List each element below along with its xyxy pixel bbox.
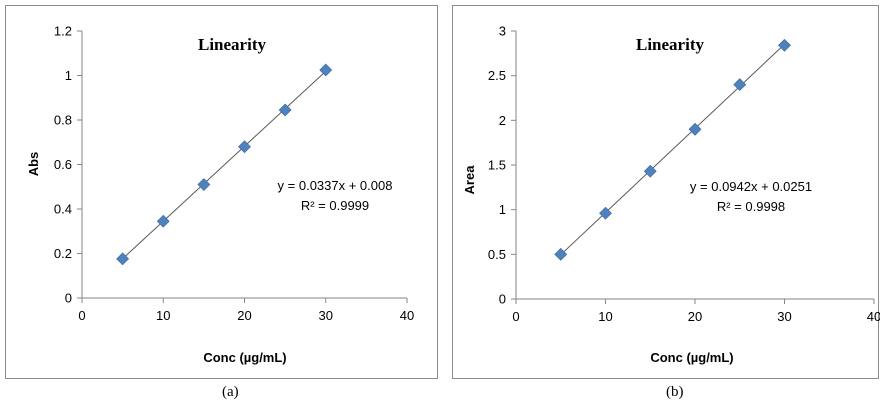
x-tick-label: 40: [867, 309, 880, 324]
regression-equation: y = 0.0337x + 0.008: [278, 178, 393, 193]
x-axis-title: Conc (µg/mL): [203, 350, 286, 365]
y-tick-label: 2.5: [488, 68, 506, 83]
y-tick-label: 0: [65, 291, 72, 306]
x-tick-label: 20: [237, 308, 251, 323]
y-tick-label: 1: [65, 68, 72, 83]
y-tick-label: 0.6: [54, 157, 72, 172]
panel-b-caption: (b): [666, 384, 684, 400]
data-point-marker: [197, 178, 211, 191]
y-tick-label: 1: [499, 202, 506, 217]
chart-a-svg: 0 10 20 30 40 0 0.2 0.4 0.6 0.8 1 1.2 Linearity Conc …: [5, 5, 438, 379]
chart-b-frame: [452, 5, 879, 379]
y-axis-title: Abs: [26, 152, 41, 177]
y-tick-label: 2: [499, 113, 506, 128]
x-tick-label: 10: [156, 308, 170, 323]
data-point-marker: [554, 247, 568, 261]
data-point-marker: [116, 252, 130, 266]
y-tick-label: 1.5: [488, 158, 506, 173]
data-point-marker: [733, 78, 747, 92]
data-point-marker: [319, 63, 333, 77]
x-tick-label: 0: [512, 309, 519, 324]
y-tick-label: 0.2: [54, 246, 72, 261]
x-tick-label: 40: [400, 308, 414, 323]
y-axis-title: Area: [462, 165, 477, 195]
y-tick-label: 0.5: [488, 247, 506, 262]
chart-title: Linearity: [198, 35, 266, 54]
data-point-marker: [599, 206, 612, 220]
y-tick-label: 0.4: [54, 202, 72, 217]
chart-b-svg: 0 10 20 30 40 0 0.5 1 1.5 2 2.5 3 Linearity Conc (µg/…: [452, 5, 881, 379]
panel-a-caption: (a): [222, 384, 239, 400]
data-point-marker: [688, 122, 702, 136]
x-tick-label: 0: [78, 308, 85, 323]
data-point-marker: [778, 38, 791, 52]
trendline: [122, 70, 327, 260]
trendline: [560, 43, 785, 256]
data-point-marker: [278, 103, 292, 117]
x-tick-label: 30: [319, 308, 333, 323]
data-point-marker: [156, 214, 170, 228]
chart-a-frame: [5, 5, 438, 379]
x-axis-title: Conc (µg/mL): [650, 350, 733, 365]
y-tick-label: 3: [499, 24, 506, 39]
y-tick-label: 1.2: [54, 24, 72, 39]
x-tick-label: 20: [688, 309, 702, 324]
chart-panel-a: 0 10 20 30 40 0 0.2 0.4 0.6 0.8 1 1.2 Linearity Conc …: [5, 5, 439, 380]
y-tick-label: 0: [499, 292, 506, 307]
regression-equation: y = 0.0942x + 0.0251: [690, 179, 812, 194]
r-squared-label: R² = 0.9999: [301, 198, 369, 213]
data-point-marker: [238, 140, 251, 154]
chart-title: Linearity: [636, 35, 704, 54]
x-tick-label: 30: [777, 309, 791, 324]
data-point-marker: [643, 164, 657, 178]
y-tick-label: 0.8: [54, 113, 72, 128]
chart-panel-b: 0 10 20 30 40 0 0.5 1 1.5 2 2.5 3 Linearity Conc (µg/…: [452, 5, 881, 380]
r-squared-label: R² = 0.9998: [717, 199, 785, 214]
x-tick-label: 10: [598, 309, 612, 324]
